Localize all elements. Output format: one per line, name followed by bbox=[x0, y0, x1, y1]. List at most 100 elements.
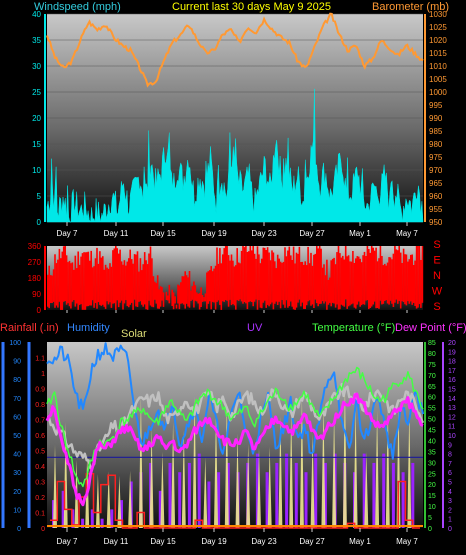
top-x-tick-label: Day 19 bbox=[201, 229, 227, 238]
baro-tick-label: 975 bbox=[429, 153, 443, 162]
direction-mark bbox=[334, 264, 337, 308]
direction-mark bbox=[230, 254, 233, 306]
direction-mark bbox=[235, 265, 237, 310]
rain-tick-label: 0.1 bbox=[35, 511, 45, 518]
direction-mark bbox=[255, 258, 257, 300]
direction-mark bbox=[116, 248, 118, 301]
direction-mark bbox=[263, 247, 266, 301]
temperature-tick-label: 0 bbox=[428, 526, 432, 533]
uv-tick-label: 13 bbox=[448, 405, 456, 412]
temperature-tick-label: 45 bbox=[428, 428, 436, 435]
wind-axis-label: Windspeed (mph) bbox=[34, 1, 121, 13]
direction-mark bbox=[107, 268, 110, 305]
temperature-tick-label: 40 bbox=[428, 438, 436, 445]
solar-spike bbox=[385, 407, 390, 528]
direction-mark bbox=[49, 275, 52, 303]
direction-mark bbox=[370, 246, 373, 307]
direction-mark bbox=[103, 269, 105, 307]
solar-spike bbox=[171, 422, 176, 528]
humidity-axis-label: Humidity bbox=[67, 322, 110, 334]
humidity-tick-label: 0 bbox=[17, 526, 21, 533]
baro-series bbox=[46, 12, 424, 88]
humidity-tick-label: 10 bbox=[13, 507, 21, 514]
solar-spike bbox=[353, 407, 358, 528]
direction-mark bbox=[51, 275, 53, 303]
uv-bar bbox=[197, 453, 201, 528]
direction-mark bbox=[130, 259, 133, 303]
direction-mark bbox=[417, 246, 419, 308]
direction-mark bbox=[99, 251, 101, 305]
direction-mark bbox=[378, 258, 380, 309]
direction-mark bbox=[106, 267, 108, 302]
direction-mark bbox=[209, 270, 211, 302]
direction-mark bbox=[404, 254, 406, 305]
direction-mark bbox=[232, 260, 234, 304]
direction-mark bbox=[201, 295, 204, 302]
direction-mark bbox=[415, 246, 418, 309]
direction-mark bbox=[303, 264, 305, 309]
direction-mark bbox=[401, 263, 403, 302]
direction-mark bbox=[93, 266, 95, 308]
humidity-tick-label: 60 bbox=[13, 414, 21, 421]
rain-axis-label: Rainfall (.in) bbox=[0, 322, 59, 334]
direction-mark bbox=[295, 252, 298, 308]
direction-mark bbox=[242, 246, 244, 304]
direction-mark bbox=[55, 263, 58, 306]
direction-mark bbox=[418, 246, 421, 305]
uv-bar bbox=[401, 472, 405, 528]
direction-mark bbox=[222, 254, 224, 302]
direction-mark bbox=[132, 263, 134, 310]
top-x-tick-label: Day 27 bbox=[299, 229, 325, 238]
direction-mark bbox=[141, 270, 143, 305]
direction-mark bbox=[266, 247, 269, 305]
rain-tick-label: 0.9 bbox=[35, 387, 45, 394]
direction-mark bbox=[324, 275, 327, 302]
direction-mark bbox=[100, 257, 103, 306]
direction-mark bbox=[197, 293, 199, 304]
rain-tick-label: 0.6 bbox=[35, 433, 45, 440]
direction-mark bbox=[229, 260, 231, 300]
direction-mark bbox=[300, 262, 302, 307]
direction-mark bbox=[155, 283, 158, 304]
direction-mark bbox=[245, 246, 247, 304]
uv-bar bbox=[90, 509, 94, 528]
direction-mark bbox=[274, 261, 276, 304]
direction-mark bbox=[167, 295, 169, 301]
direction-mark bbox=[206, 272, 208, 309]
uv-tick-label: 11 bbox=[448, 424, 455, 431]
direction-mark bbox=[126, 261, 129, 307]
direction-mark bbox=[329, 277, 331, 303]
uv-bar bbox=[411, 462, 415, 528]
direction-mark bbox=[184, 271, 186, 309]
direction-mark bbox=[250, 250, 253, 302]
uv-tick-label: 18 bbox=[448, 359, 456, 366]
humidity-tick-label: 90 bbox=[13, 359, 21, 366]
solar-spike bbox=[342, 384, 347, 528]
direction-mark bbox=[350, 261, 353, 305]
rain-tick-label: 1.1 bbox=[35, 356, 45, 363]
solar-spike bbox=[321, 404, 326, 528]
rain-tick-label: 0.3 bbox=[35, 480, 45, 487]
direction-mark bbox=[171, 289, 173, 306]
direction-mark bbox=[74, 255, 77, 307]
direction-mark bbox=[258, 254, 260, 301]
direction-mark bbox=[175, 304, 178, 309]
baro-tick-label: 1000 bbox=[429, 88, 447, 97]
direction-mark bbox=[84, 252, 87, 310]
direction-mark bbox=[287, 250, 289, 308]
direction-mark bbox=[110, 266, 113, 308]
direction-mark bbox=[382, 265, 385, 304]
direction-mark bbox=[57, 259, 59, 308]
baro-tick-label: 1005 bbox=[429, 75, 447, 84]
direction-mark bbox=[278, 258, 280, 302]
uv-bar bbox=[362, 453, 366, 528]
uv-tick-label: 10 bbox=[448, 433, 456, 440]
rain-tick-label: 0.8 bbox=[35, 402, 45, 409]
direction-mark bbox=[347, 255, 350, 307]
solar-spike bbox=[332, 413, 337, 528]
direction-mark bbox=[310, 252, 312, 306]
direction-mark bbox=[381, 256, 383, 305]
temperature-tick-label: 30 bbox=[428, 460, 436, 467]
direction-mark bbox=[94, 258, 97, 303]
